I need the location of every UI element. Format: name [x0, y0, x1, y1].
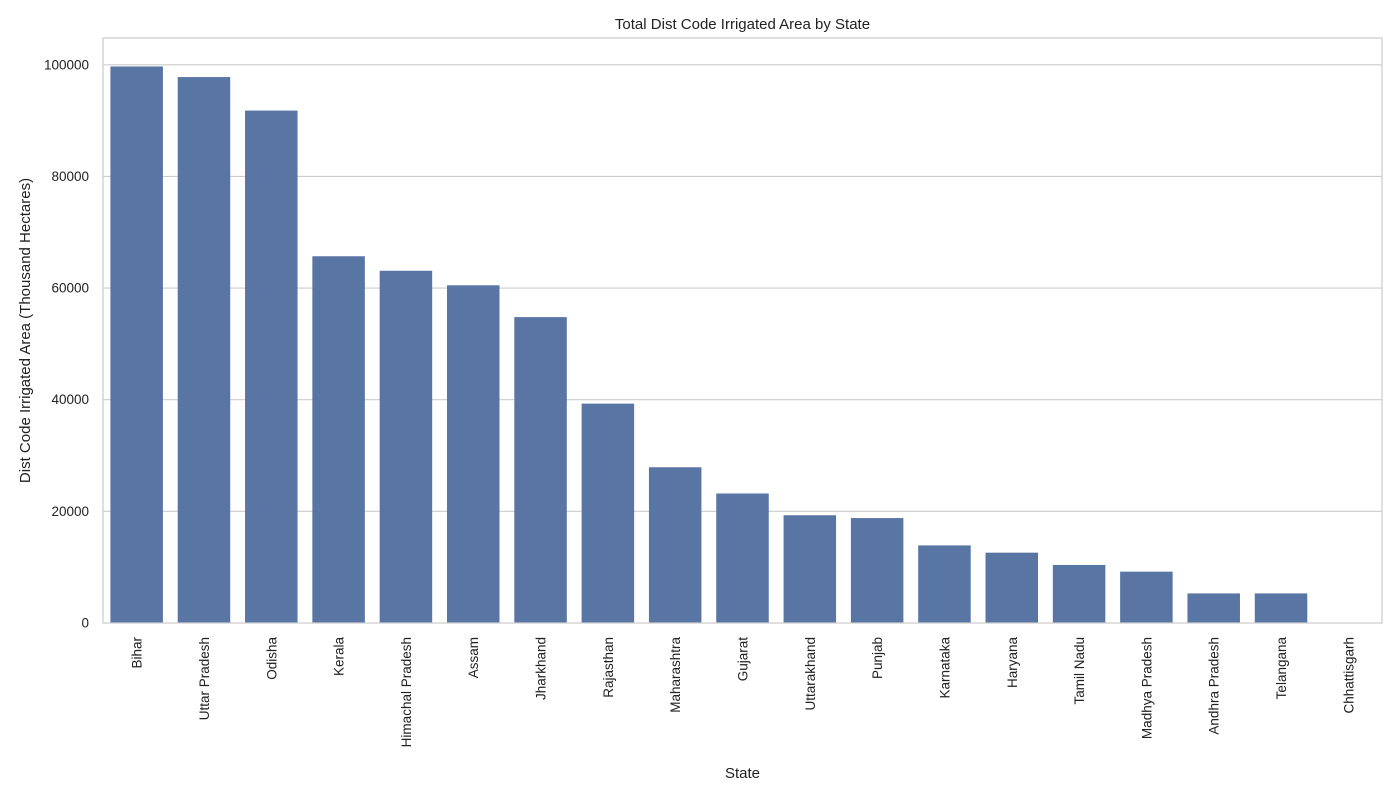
plot-frame [102, 37, 1383, 624]
y-tick-label: 60000 [51, 281, 89, 296]
x-tick-label: Andhra Pradesh [1207, 637, 1222, 735]
x-tick-label: Assam [466, 637, 481, 678]
bar [581, 403, 635, 623]
y-axis-label: Dist Code Irrigated Area (Thousand Hecta… [17, 178, 34, 483]
x-tick-label: Chhattisgarh [1341, 637, 1356, 714]
bar [1187, 593, 1240, 623]
bar [110, 66, 163, 624]
chart-title: Total Dist Code Irrigated Area by State [615, 16, 870, 33]
bar [177, 77, 231, 624]
bar [783, 515, 837, 623]
bar [850, 518, 904, 623]
x-tick-label: Kerala [332, 637, 347, 677]
x-tick-label: Haryana [1005, 637, 1020, 689]
x-tick-labels: Bihar Uttar Pradesh Odisha Kerala Himachal P… [130, 636, 1357, 747]
y-tick-label: 0 [81, 616, 89, 631]
bars [110, 66, 1308, 624]
y-tick-label: 100000 [44, 57, 89, 72]
bar [514, 317, 567, 623]
y-tick-label: 20000 [51, 504, 89, 519]
bar [1254, 593, 1308, 623]
x-tick-label: Jharkhand [534, 637, 549, 700]
x-axis-label: State [725, 765, 760, 782]
x-tick-label: Rajasthan [601, 637, 616, 698]
x-tick-label: Maharashtra [668, 637, 683, 713]
bar [1052, 564, 1106, 623]
x-tick-label: Gujarat [736, 637, 751, 682]
bar [1120, 571, 1173, 623]
x-tick-label: Tamil Nadu [1072, 637, 1087, 705]
x-tick-label: Odisha [264, 637, 279, 680]
bar [312, 256, 365, 623]
x-tick-label: Bihar [130, 636, 145, 668]
y-tick-label: 40000 [51, 392, 89, 407]
x-tick-label: Himachal Pradesh [399, 637, 414, 747]
bar [648, 467, 702, 623]
bar [918, 545, 971, 623]
bar [716, 493, 769, 623]
y-tick-label: 80000 [51, 169, 89, 184]
x-tick-label: Punjab [870, 637, 885, 679]
x-tick-label: Telangana [1274, 637, 1289, 700]
x-tick-label: Madhya Pradesh [1139, 637, 1154, 739]
bar [446, 285, 500, 623]
bar [985, 552, 1039, 623]
y-tick-labels: 0 20000 40000 60000 80000 100000 [44, 57, 89, 630]
x-tick-label: Karnataka [937, 637, 952, 699]
bar [379, 270, 433, 623]
x-tick-label: Uttar Pradesh [197, 637, 212, 720]
x-tick-label: Uttarakhand [803, 637, 818, 711]
bar [245, 110, 298, 624]
